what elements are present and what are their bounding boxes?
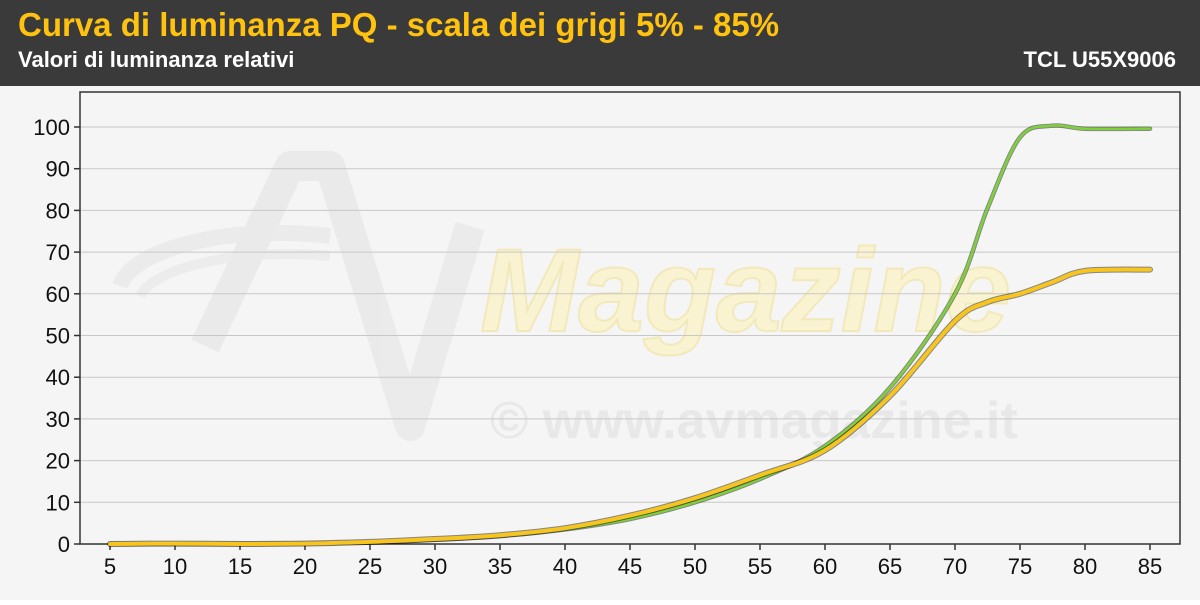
- x-tick-label: 10: [163, 554, 187, 579]
- y-tick-label: 0: [58, 532, 70, 557]
- x-tick-label: 80: [1073, 554, 1097, 579]
- watermark-logo-icon: [112, 151, 485, 441]
- series-line-yellow: [108, 267, 1152, 546]
- x-tick-label: 60: [813, 554, 837, 579]
- axes: 0 10 20 30 40 50 60 70 80 90 100 5 10 15 20 25 30 35 40 45 5…: [33, 91, 1181, 579]
- x-tick-label: 30: [423, 554, 447, 579]
- y-tick-label: 50: [46, 324, 70, 349]
- y-tick-label: 70: [46, 240, 70, 265]
- x-tick-label: 85: [1138, 554, 1162, 579]
- plot-panel: Magazine © www.avmagazine.it 0 10 20 30 40 50…: [0, 86, 1200, 600]
- x-tick-label: 75: [1008, 554, 1032, 579]
- x-tick-label: 65: [878, 554, 902, 579]
- x-tick-label: 45: [618, 554, 642, 579]
- watermark-url: © www.avmagazine.it: [490, 392, 1018, 450]
- x-tick-label: 70: [943, 554, 967, 579]
- y-tick-label: 100: [33, 115, 70, 140]
- chart-header: Curva di luminanza PQ - scala dei grigi …: [0, 0, 1200, 86]
- y-tick-label: 20: [46, 449, 70, 474]
- y-tick-label: 90: [46, 157, 70, 182]
- chart-subtitle: Valori di luminanza relativi: [18, 47, 295, 72]
- x-tick-label: 40: [553, 554, 577, 579]
- x-tick-label: 15: [228, 554, 252, 579]
- watermark: Magazine © www.avmagazine.it: [112, 151, 1018, 450]
- x-tick-label: 55: [748, 554, 772, 579]
- x-tick-label: 25: [358, 554, 382, 579]
- y-tick-label: 60: [46, 282, 70, 307]
- chart-title: Curva di luminanza PQ - scala dei grigi …: [18, 6, 780, 43]
- x-tick-label: 5: [104, 554, 116, 579]
- y-tick-label: 80: [46, 198, 70, 223]
- watermark-logo-text: Magazine: [480, 225, 1011, 357]
- x-tick-label: 50: [683, 554, 707, 579]
- x-tick-label: 20: [293, 554, 317, 579]
- x-tick-label: 35: [488, 554, 512, 579]
- grid: [80, 126, 1180, 545]
- y-tick-label: 40: [46, 365, 70, 390]
- y-tick-label: 30: [46, 407, 70, 432]
- y-tick-label: 10: [46, 490, 70, 515]
- chart-svg: Magazine © www.avmagazine.it 0 10 20 30 40 50…: [33, 91, 1181, 579]
- tv-model-label: TCL U55X9006: [1023, 47, 1176, 72]
- series: [107, 123, 1153, 547]
